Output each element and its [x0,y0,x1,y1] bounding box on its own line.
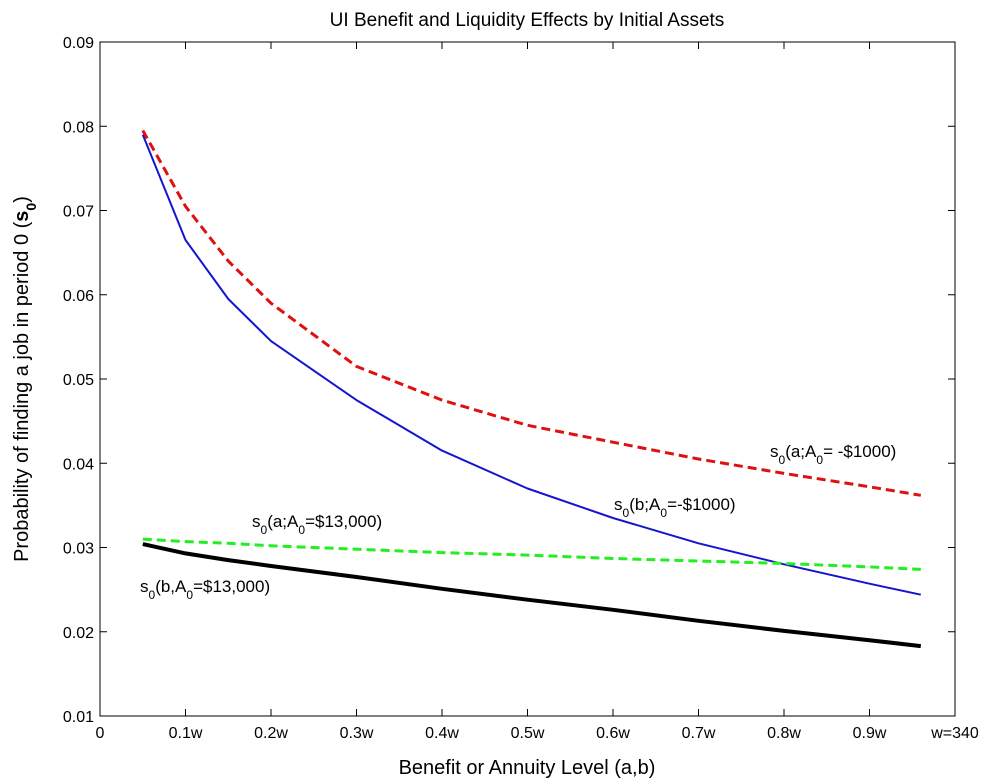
chart-title: UI Benefit and Liquidity Effects by Init… [330,10,725,31]
x-tick-label: 0.4w [425,725,459,742]
annotation: s0(a;A0=$13,000) [252,512,382,537]
text-part: 0 [23,203,39,211]
y-tick-label: 0.06 [63,288,94,305]
x-axis-label: Benefit or Annuity Level (a,b) [399,757,656,779]
x-tick-label: w=340 [930,725,979,742]
y-tick-label: 0.03 [63,541,94,558]
text-part: 0 [261,523,268,537]
x-tick-label: 0 [96,725,105,742]
series-line [142,542,922,649]
series-line [141,134,922,596]
x-tick-label: 0.8w [767,725,801,742]
text-part: ) [11,196,33,203]
plot-frame [99,41,956,717]
text-part: 0 [816,453,823,467]
x-tick-label: 0.2w [254,725,288,742]
text-part: (a;A [267,512,299,531]
text-part: 0 [149,588,156,602]
text-part: =-$1000) [667,495,736,514]
y-tick-label: 0.08 [63,119,94,136]
series-line [142,537,921,571]
text-part: 0 [623,506,630,520]
annotation: s0(b;A0=-$1000) [614,495,736,520]
y-axis-label: Probability of finding a job in period 0… [11,196,39,562]
text-part: Probability of finding a job in period 0… [11,221,33,562]
text-part: 0 [186,588,193,602]
x-tick-label: 0.6w [596,725,630,742]
text-part: 0 [779,453,786,467]
text-part: s [252,512,261,531]
annotation: s0(a;A0= -$1000) [770,442,896,467]
text-part: s [11,211,33,222]
y-tick-label: 0.07 [63,204,94,221]
text-part: (b,A [155,577,187,596]
y-tick-label: 0.05 [63,372,94,389]
text-part: =$13,000) [193,577,270,596]
text-part: = -$1000) [823,442,896,461]
text-part: (b;A [629,495,661,514]
text-part: s [614,495,623,514]
x-tick-label: 0.7w [682,725,716,742]
annotation: s0(b,A0=$13,000) [140,577,270,602]
text-part: (a;A [785,442,817,461]
text-part: s [140,577,149,596]
series-line [141,129,922,497]
y-tick-label: 0.02 [63,625,94,642]
y-tick-label: 0.09 [63,35,94,52]
y-tick-label: 0.04 [63,456,94,473]
x-tick-label: 0.5w [511,725,545,742]
text-part: 0 [660,506,667,520]
y-tick-label: 0.01 [63,709,94,726]
x-tick-label: 0.9w [853,725,887,742]
text-part: s [770,442,779,461]
x-tick-label: 0.1w [169,725,203,742]
x-tick-label: 0.3w [340,725,374,742]
text-part: =$13,000) [305,512,382,531]
text-part: 0 [298,523,305,537]
